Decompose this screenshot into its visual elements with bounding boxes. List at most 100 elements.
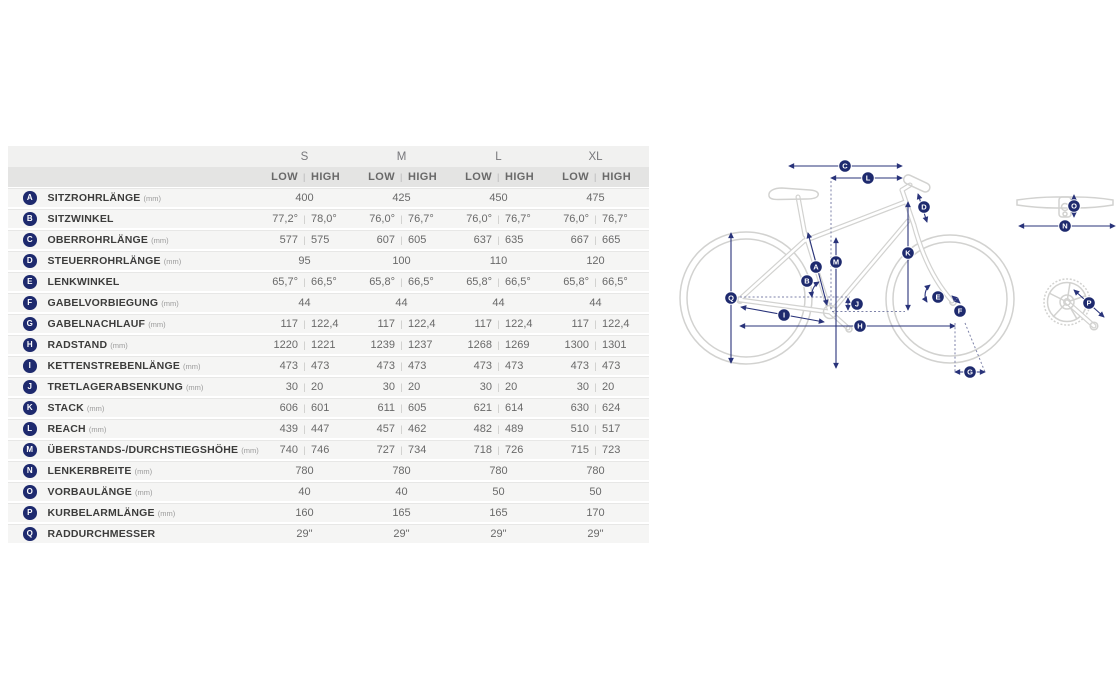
value-low: 611 <box>377 402 395 414</box>
cell-g-l: 117 | 122,4 <box>450 318 547 330</box>
cell-j-l: 30 | 20 <box>450 381 547 393</box>
value-divider: | <box>594 214 597 224</box>
size-header-l: L <box>495 150 502 163</box>
row-label: ÜBERSTANDS-/DURCHSTIEGSHÖHE <box>47 444 239 456</box>
svg-text:I: I <box>783 311 785 320</box>
diagram-badge-q: Q <box>724 291 738 305</box>
cell-k-m: 611 | 605 <box>353 402 450 414</box>
row-letter-badge: G <box>23 317 37 331</box>
cell-f-s: 44 <box>298 297 311 309</box>
value-divider: | <box>594 361 597 371</box>
cell-l-xl: 510 | 517 <box>547 423 644 435</box>
value-divider: | <box>594 340 597 350</box>
value-divider: | <box>400 235 403 245</box>
cell-a-xl: 475 <box>586 192 605 204</box>
cell-n-xl: 780 <box>586 465 605 477</box>
value-low: 1268 <box>467 339 492 351</box>
cell-q-s: 29" <box>296 528 313 540</box>
svg-text:P: P <box>1086 299 1091 308</box>
value-low: 473 <box>376 360 395 372</box>
row-label-cell: D STEUERROHRLÄNGE (mm) <box>8 254 256 268</box>
svg-text:K: K <box>905 249 911 258</box>
handlebar-grip-icon <box>902 174 931 193</box>
cell-f-xl: 44 <box>589 297 602 309</box>
value-low: 76,0° <box>466 213 492 225</box>
row-letter-badge: C <box>23 233 37 247</box>
value-low: 439 <box>279 423 298 435</box>
diagram-badge-e: E <box>931 290 945 304</box>
cell-g-m: 117 | 122,4 <box>353 318 450 330</box>
cell-l-s: 439 | 447 <box>256 423 353 435</box>
value-divider: | <box>594 424 597 434</box>
value-high: 635 <box>505 234 524 246</box>
cell-p-xl: 170 <box>586 507 605 519</box>
row-label: GABELVORBIEGUNG <box>47 297 159 309</box>
row-label-cell: O VORBAULÄNGE (mm) <box>8 485 256 499</box>
value-high: 20 <box>408 381 421 393</box>
diagram-badge-j: J <box>850 297 864 311</box>
lowhigh-divider: | <box>594 172 597 182</box>
row-label-cell: A SITZROHRLÄNGE (mm) <box>8 191 256 205</box>
row-letter-badge: D <box>23 254 37 268</box>
cell-i-l: 473 | 473 <box>450 360 547 372</box>
row-letter-badge: O <box>23 485 37 499</box>
svg-text:C: C <box>842 162 848 171</box>
value-high: 462 <box>408 423 427 435</box>
high-label: HIGH <box>408 171 438 183</box>
row-unit: (mm) <box>86 403 105 413</box>
value-divider: | <box>497 319 500 329</box>
value-divider: | <box>400 277 403 287</box>
value-high: 746 <box>311 444 330 456</box>
value-high: 1221 <box>311 339 336 351</box>
value-high: 122,4 <box>408 318 436 330</box>
value-high: 66,5° <box>505 276 531 288</box>
row-label: LENKERBREITE <box>47 465 132 477</box>
value-divider: | <box>400 319 403 329</box>
value-high: 76,7° <box>602 213 628 225</box>
row-label-cell: Q RADDURCHMESSER <box>8 527 256 541</box>
row-label-cell: H RADSTAND (mm) <box>8 338 256 352</box>
row-label: KURBELARMLÄNGE <box>47 507 155 519</box>
cell-n-s: 780 <box>295 465 314 477</box>
cell-g-xl: 117 | 122,4 <box>547 318 644 330</box>
value-low: 76,0° <box>369 213 395 225</box>
value-divider: | <box>497 277 500 287</box>
row-unit: (mm) <box>134 487 153 497</box>
value-high: 122,4 <box>311 318 339 330</box>
value-low: 715 <box>570 444 589 456</box>
table-row: L REACH (mm) 439 | 447 457 | 462 482 | 489 510 | 51… <box>8 419 649 440</box>
cell-o-s: 40 <box>298 486 311 498</box>
value-low: 457 <box>376 423 395 435</box>
value-divider: | <box>594 235 597 245</box>
row-label: RADDURCHMESSER <box>47 528 156 540</box>
value-low: 30 <box>382 381 395 393</box>
cell-h-m: 1239 | 1237 <box>353 339 450 351</box>
svg-text:G: G <box>967 368 973 377</box>
cell-f-l: 44 <box>492 297 505 309</box>
row-label: SITZWINKEL <box>47 213 114 225</box>
bike-frame-icon <box>737 174 955 333</box>
value-low: 1300 <box>564 339 589 351</box>
cell-i-s: 473 | 473 <box>256 360 353 372</box>
diagram-badge-m: M <box>829 255 843 269</box>
cell-q-xl: 29" <box>587 528 604 540</box>
cell-i-xl: 473 | 473 <box>547 360 644 372</box>
value-divider: | <box>497 340 500 350</box>
row-unit: (mm) <box>161 298 179 308</box>
value-low: 65,8° <box>563 276 589 288</box>
row-unit: (mm) <box>88 424 107 434</box>
cell-l-l: 482 | 489 <box>450 423 547 435</box>
cell-k-l: 621 | 614 <box>450 402 547 414</box>
value-low: 473 <box>279 360 298 372</box>
cell-a-s: 400 <box>295 192 314 204</box>
table-row: E LENKWINKEL 65,7° | 66,5° 65,8° | 66,5° 65,8°… <box>8 272 649 293</box>
value-low: 1239 <box>370 339 395 351</box>
row-label-cell: B SITZWINKEL <box>8 212 256 226</box>
value-low: 667 <box>570 234 589 246</box>
value-high: 723 <box>602 444 621 456</box>
row-letter-badge: B <box>23 212 37 226</box>
svg-text:M: M <box>833 258 839 267</box>
cell-p-l: 165 <box>489 507 508 519</box>
value-high: 601 <box>311 402 330 414</box>
value-low: 77,2° <box>272 213 298 225</box>
